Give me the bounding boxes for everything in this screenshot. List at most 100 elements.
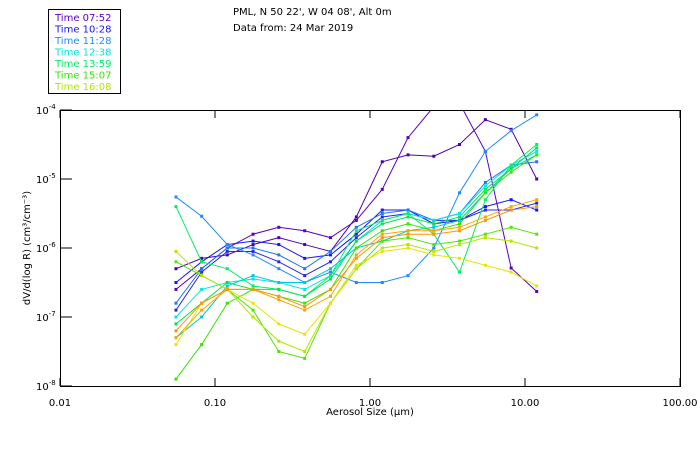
data-point (483, 218, 487, 222)
y-tick-base: 10 (36, 175, 49, 186)
data-point (303, 229, 307, 233)
data-point (200, 270, 204, 274)
data-point (406, 274, 410, 278)
data-point (432, 105, 435, 108)
data-point (432, 225, 436, 229)
data-point (432, 249, 436, 253)
data-point (328, 301, 332, 305)
data-point (483, 215, 487, 219)
data-point (354, 246, 358, 250)
data-point (174, 322, 178, 326)
data-point (303, 308, 307, 312)
data-point (328, 270, 332, 274)
legend-item: Time 15:07 (54, 71, 111, 82)
data-point (380, 239, 384, 243)
series-line (175, 147, 538, 325)
data-point (483, 149, 487, 153)
y-tick-base: 10 (36, 313, 49, 324)
y-tick-exp: -8 (49, 379, 56, 387)
data-point (535, 143, 539, 146)
data-point (200, 260, 204, 264)
data-point (483, 263, 487, 267)
data-point (225, 249, 229, 253)
data-point (406, 246, 410, 250)
data-point (328, 274, 332, 278)
x-axis-label: Aerosol Size (μm) (326, 407, 414, 418)
data-point (174, 336, 178, 340)
data-point (277, 243, 281, 247)
data-point (483, 236, 487, 240)
data-point (277, 287, 281, 291)
data-point (432, 229, 436, 233)
data-point (303, 287, 307, 291)
data-point (380, 246, 384, 250)
data-point (483, 180, 487, 184)
chart-title-date: Data from: 24 Mar 2019 (233, 23, 353, 34)
data-point (303, 294, 307, 298)
data-point (354, 229, 358, 233)
data-point (354, 263, 358, 267)
data-point (200, 343, 204, 347)
legend-item: Time 10:28 (54, 25, 111, 36)
data-point (225, 287, 229, 291)
data-point (380, 187, 384, 191)
data-point (535, 149, 539, 153)
data-point (380, 222, 384, 226)
data-point (535, 160, 539, 164)
x-tick-label: 0.10 (204, 398, 226, 409)
data-point (328, 249, 332, 253)
data-point (225, 267, 229, 271)
data-point (328, 267, 332, 271)
data-point (174, 205, 178, 209)
data-point (328, 253, 332, 257)
data-point (458, 215, 462, 219)
legend-item: Time 07:52 (54, 13, 111, 24)
data-point (174, 249, 178, 253)
data-point (303, 256, 307, 260)
data-point (483, 232, 487, 236)
data-point (251, 253, 255, 257)
data-point (509, 270, 513, 274)
y-tick-exp: -5 (49, 172, 56, 180)
data-point (509, 266, 513, 270)
data-point (458, 225, 462, 229)
data-point (251, 301, 255, 305)
legend-item: Time 12:38 (54, 48, 111, 59)
data-point (535, 201, 539, 205)
data-point (303, 301, 307, 305)
data-point (277, 350, 281, 353)
series-line (175, 110, 538, 292)
y-tick-base: 10 (36, 244, 49, 255)
y-axis-label: dV/d(log R) (cm³/cm⁻³) (22, 191, 33, 305)
data-point (277, 322, 281, 326)
data-point (509, 167, 513, 171)
data-point (380, 212, 384, 215)
data-point (406, 236, 410, 240)
data-point (303, 332, 307, 336)
data-point (509, 163, 513, 167)
data-point (303, 356, 307, 360)
data-point (354, 232, 358, 236)
series-9 (174, 146, 539, 326)
data-point (380, 236, 384, 240)
data-point (509, 198, 513, 202)
data-point (225, 284, 229, 288)
data-point (303, 274, 307, 278)
chart-title-location: PML, N 50 22', W 04 08', Alt 0m (233, 7, 392, 18)
data-point (535, 205, 539, 209)
data-point (535, 232, 539, 236)
y-tick-exp: -4 (49, 103, 57, 111)
y-tick-base: 10 (36, 382, 49, 393)
data-point (225, 281, 229, 284)
series-13 (174, 246, 539, 347)
data-point (509, 225, 513, 229)
x-tick-label: 10.00 (511, 398, 540, 409)
x-tick-label: 1.00 (359, 398, 381, 409)
data-point (277, 281, 281, 284)
data-point (277, 294, 281, 298)
data-point (251, 246, 255, 250)
data-point (380, 281, 384, 284)
series-7 (174, 153, 539, 340)
data-point (535, 146, 539, 150)
data-point (174, 281, 178, 284)
